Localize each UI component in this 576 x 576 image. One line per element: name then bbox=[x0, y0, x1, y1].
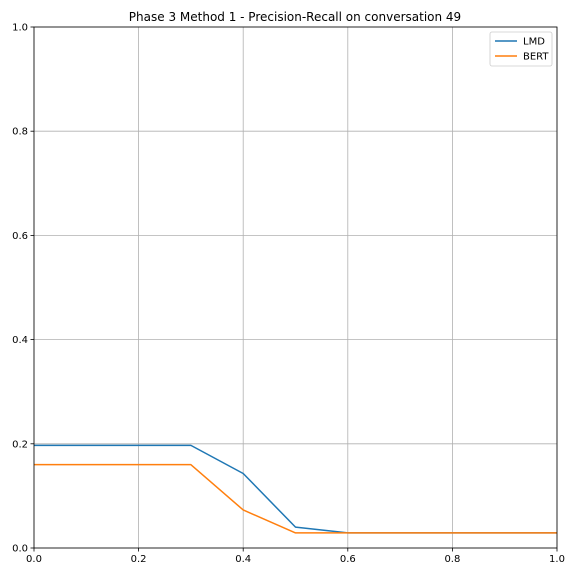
legend: LMD BERT bbox=[489, 31, 553, 67]
x-tick-label: 0.4 bbox=[235, 554, 251, 565]
series-lines bbox=[34, 444, 557, 534]
y-tick-label: 0.2 bbox=[12, 439, 28, 450]
y-tick-label: 0.8 bbox=[12, 127, 28, 138]
x-tick-label: 1.0 bbox=[549, 554, 565, 565]
series-line-bert bbox=[34, 463, 557, 534]
x-tick-label: 0.0 bbox=[26, 554, 42, 565]
y-axis-ticks: 0.0 0.2 0.4 0.6 0.8 1.0 bbox=[12, 23, 34, 555]
plot-area-frame bbox=[33, 26, 558, 549]
x-tick-label: 0.8 bbox=[444, 554, 460, 565]
legend-label-lmd: LMD bbox=[523, 37, 545, 48]
series-line-lmd bbox=[34, 444, 557, 534]
x-axis-ticks: 0.0 0.2 0.4 0.6 0.8 1.0 bbox=[26, 548, 565, 565]
y-tick-label: 1.0 bbox=[12, 23, 28, 34]
y-tick-label: 0.0 bbox=[12, 544, 28, 555]
x-tick-label: 0.2 bbox=[131, 554, 147, 565]
x-tick-label: 0.6 bbox=[340, 554, 356, 565]
legend-label-bert: BERT bbox=[523, 52, 549, 63]
y-tick-label: 0.6 bbox=[12, 231, 28, 242]
chart-title: Phase 3 Method 1 - Precision-Recall on c… bbox=[129, 10, 461, 24]
grid-lines bbox=[33, 26, 558, 549]
y-tick-label: 0.4 bbox=[12, 335, 28, 346]
